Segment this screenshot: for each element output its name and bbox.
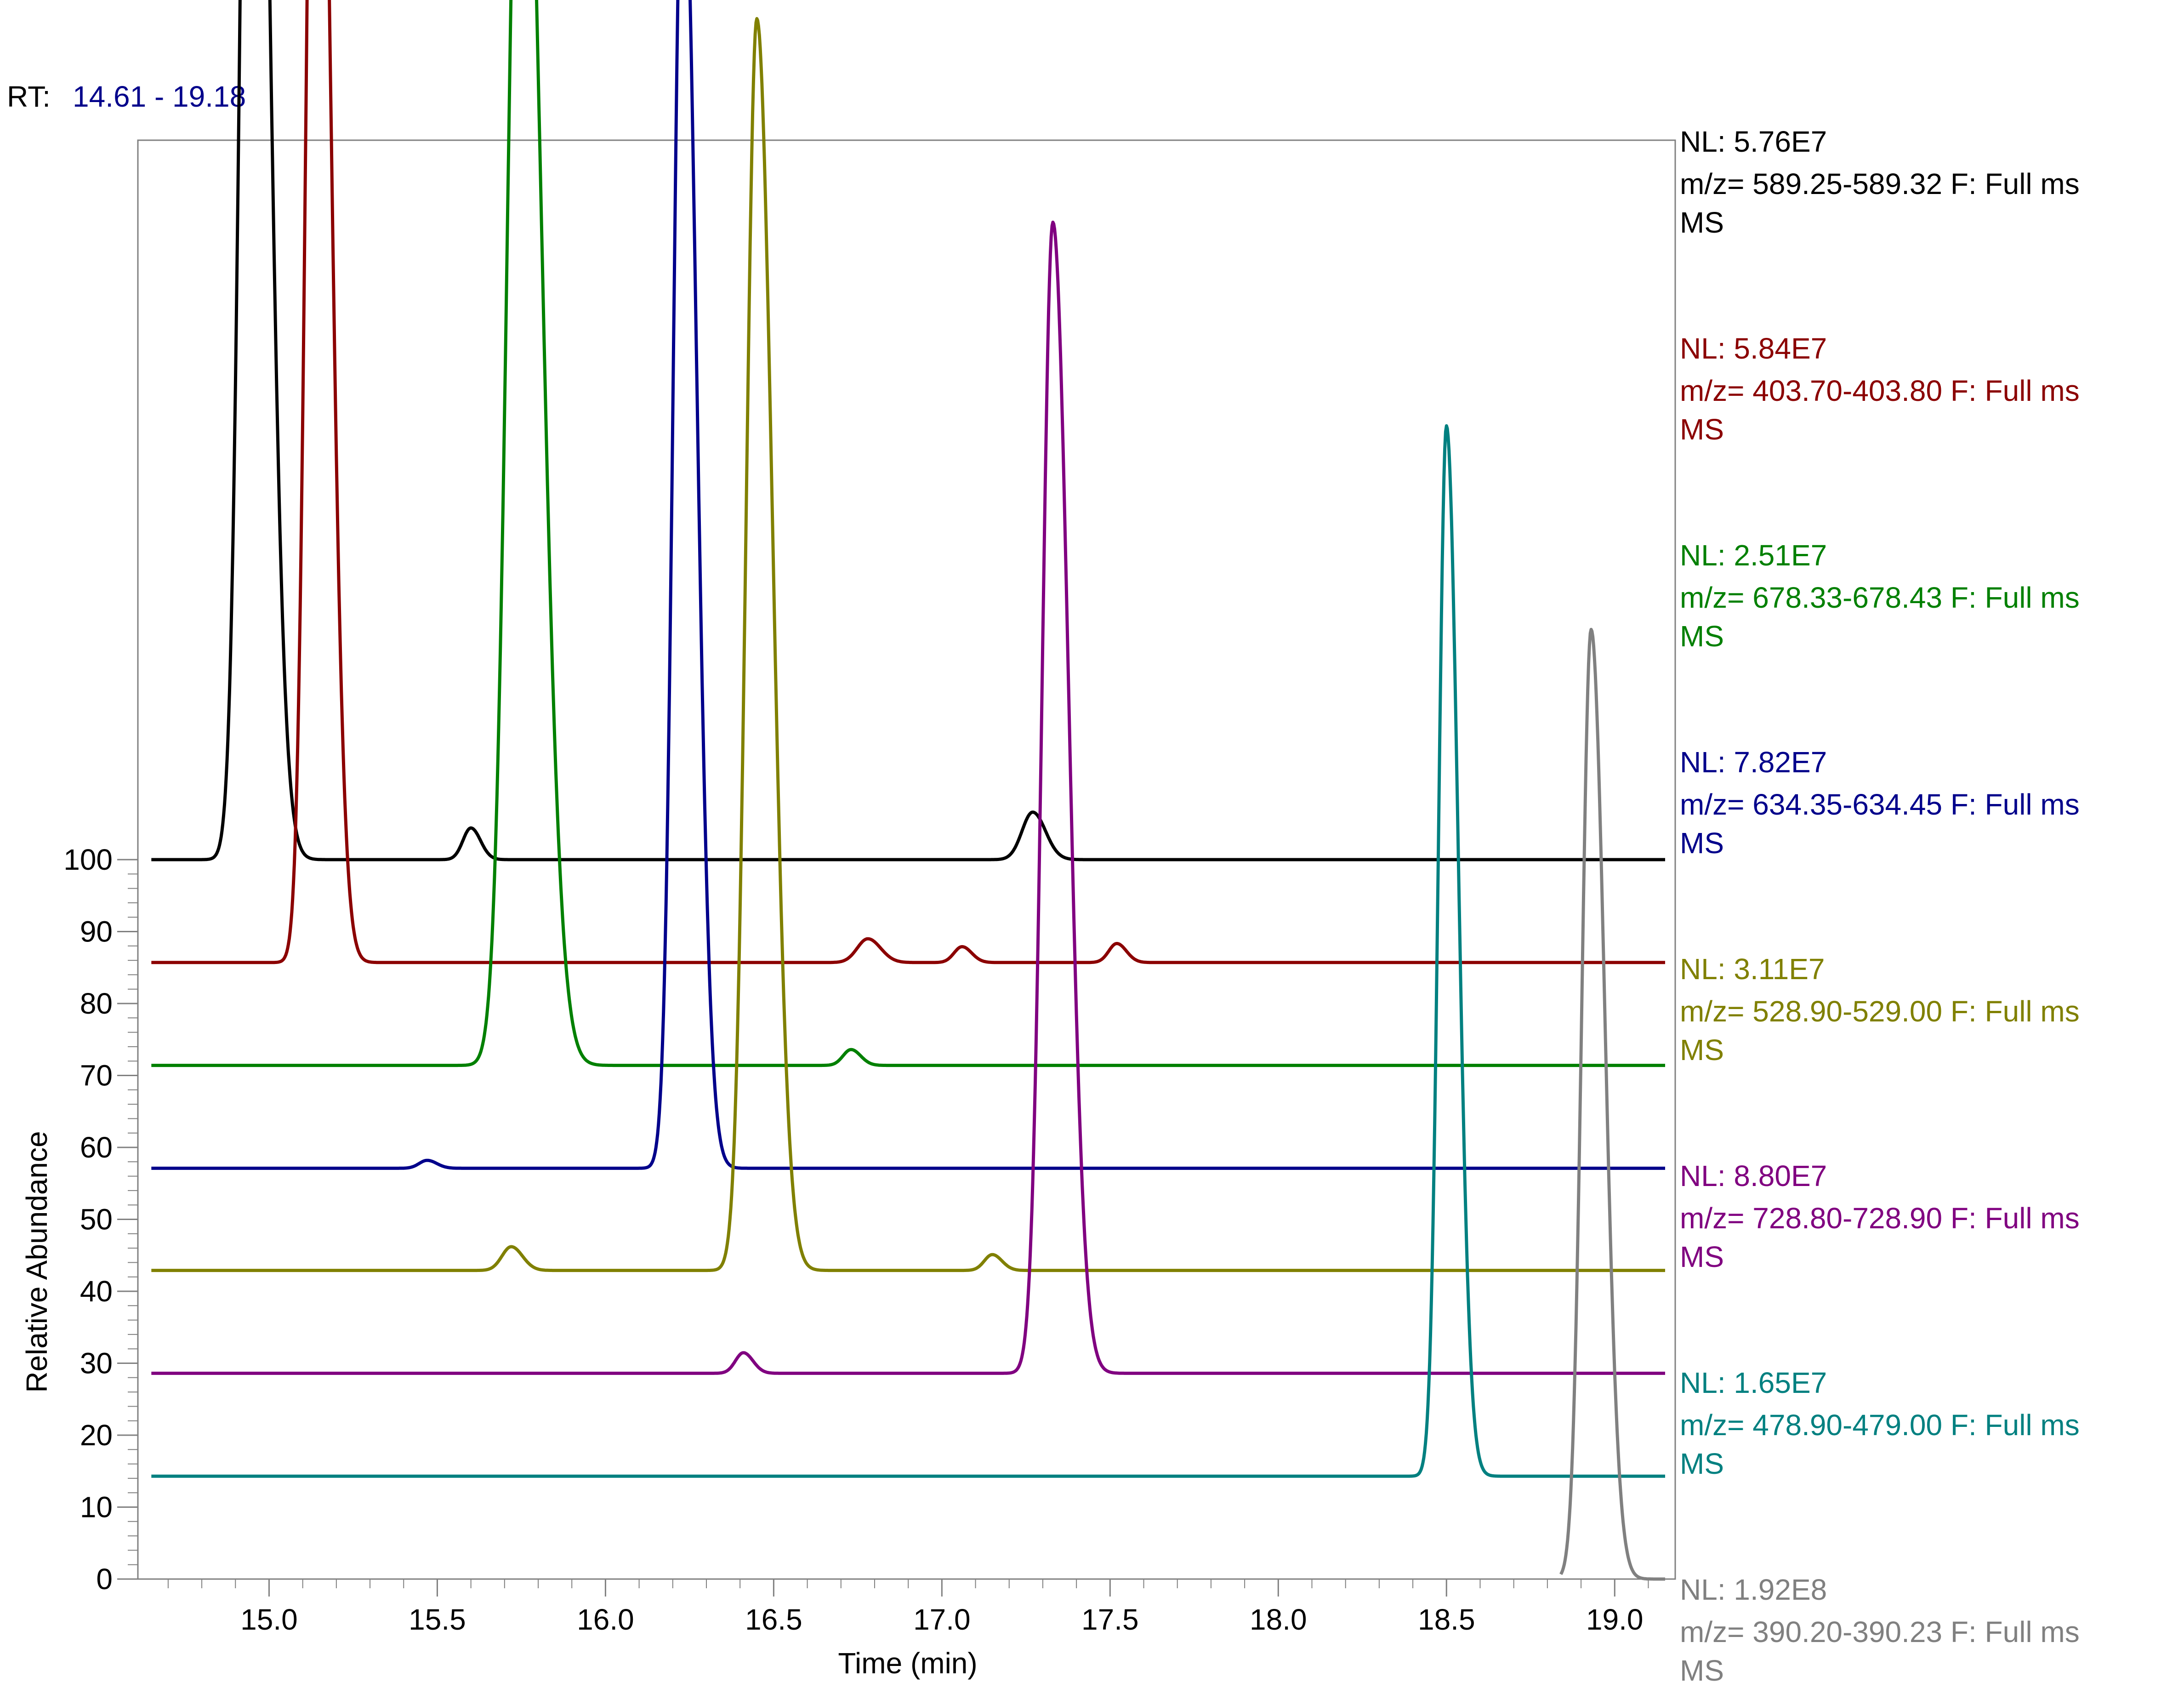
trace-scan-label: MS <box>1680 1033 1724 1066</box>
trace-scan-label: MS <box>1680 206 1724 239</box>
trace-scan-label: MS <box>1680 620 1724 653</box>
trace-scan-label: MS <box>1680 1447 1724 1480</box>
y-tick-label: 40 <box>80 1275 113 1308</box>
trace-range-label: m/z= 528.90-529.00 F: Full ms <box>1680 995 2080 1028</box>
trace-nl-label: NL: 1.65E7 <box>1680 1366 1827 1399</box>
x-tick-label: 18.5 <box>1418 1603 1475 1636</box>
trace-4 <box>150 0 1666 1170</box>
y-tick-label: 30 <box>80 1347 113 1380</box>
trace-nl-label: NL: 2.51E7 <box>1680 539 1827 572</box>
trace-5 <box>150 17 1666 1272</box>
trace-scan-label: MS <box>1680 1240 1724 1273</box>
rt-label: RT: <box>7 80 51 113</box>
y-tick-label: 80 <box>80 987 113 1020</box>
trace-range-label: m/z= 634.35-634.45 F: Full ms <box>1680 788 2080 821</box>
trace-7 <box>150 424 1666 1478</box>
x-tick-label: 19.0 <box>1586 1603 1644 1636</box>
trace-2 <box>150 0 1666 964</box>
trace-nl-label: NL: 3.11E7 <box>1680 952 1825 986</box>
trace-labels: NL: 5.76E7 m/z= 589.25-589.32 F: Full ms M… <box>1680 125 2080 1687</box>
rt-range: 14.61 - 19.18 <box>73 80 246 113</box>
trace-scan-label: MS <box>1680 1654 1724 1687</box>
x-tick-label: 16.0 <box>577 1603 634 1636</box>
trace-nl-label: NL: 5.76E7 <box>1680 125 1827 158</box>
x-tick-label: 15.0 <box>240 1603 298 1636</box>
x-tick-label: 18.0 <box>1250 1603 1307 1636</box>
y-tick-label: 70 <box>80 1059 113 1092</box>
trace-nl-label: NL: 8.80E7 <box>1680 1159 1827 1192</box>
trace-nl-label: NL: 1.92E8 <box>1680 1573 1827 1606</box>
x-tick-label: 17.0 <box>913 1603 971 1636</box>
x-tick-label: 16.5 <box>745 1603 802 1636</box>
y-axis-title: Relative Abundance <box>20 1131 53 1392</box>
trace-scan-label: MS <box>1680 827 1724 860</box>
y-tick-label: 90 <box>80 915 113 948</box>
y-tick-label: 20 <box>80 1419 113 1452</box>
trace-range-label: m/z= 403.70-403.80 F: Full ms <box>1680 374 2080 407</box>
trace-6 <box>150 220 1666 1375</box>
trace-nl-label: NL: 5.84E7 <box>1680 332 1827 365</box>
y-tick-label: 100 <box>63 843 113 876</box>
trace-range-label: m/z= 390.20-390.23 F: Full ms <box>1680 1615 2080 1648</box>
x-axis-title: Time (min) <box>838 1647 977 1680</box>
axis-ticks: 15.0 15.5 16.0 16.5 17.0 17.5 18.0 18.5 19.0 0 10 2… <box>63 843 1649 1636</box>
y-tick-label: 60 <box>80 1131 113 1164</box>
trace-3 <box>150 0 1666 1067</box>
trace-1 <box>150 0 1666 861</box>
trace-lines <box>150 0 1666 1581</box>
trace-nl-label: NL: 7.82E7 <box>1680 746 1827 779</box>
y-tick-label: 10 <box>80 1491 113 1524</box>
x-tick-label: 15.5 <box>409 1603 466 1636</box>
y-tick-label: 0 <box>96 1563 113 1596</box>
x-tick-label: 17.5 <box>1081 1603 1139 1636</box>
trace-range-label: m/z= 478.90-479.00 F: Full ms <box>1680 1409 2080 1442</box>
trace-scan-label: MS <box>1680 413 1724 446</box>
trace-8 <box>1559 627 1666 1581</box>
y-tick-label: 50 <box>80 1203 113 1236</box>
trace-range-label: m/z= 728.80-728.90 F: Full ms <box>1680 1202 2080 1235</box>
trace-range-label: m/z= 678.33-678.43 F: Full ms <box>1680 581 2080 614</box>
trace-range-label: m/z= 589.25-589.32 F: Full ms <box>1680 167 2080 200</box>
